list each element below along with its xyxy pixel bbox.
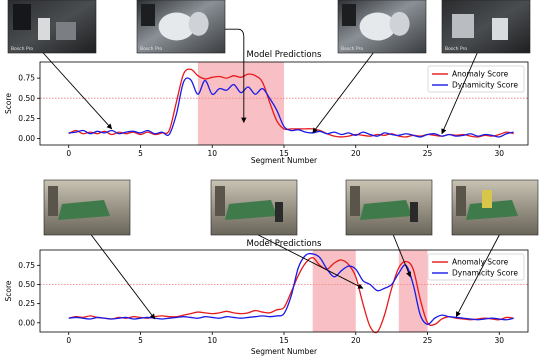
person-shape — [410, 202, 418, 222]
pointer-arrow — [441, 52, 478, 135]
x-tick-label: 15 — [279, 149, 289, 158]
legend-label: Anomaly Score — [452, 258, 509, 267]
person-shape — [38, 18, 50, 40]
bottom-mid-left-frame — [210, 179, 298, 236]
x-tick-label: 10 — [207, 149, 217, 158]
wall-shape — [342, 4, 356, 26]
door-shape — [13, 4, 31, 30]
arrows-layer — [42, 28, 500, 320]
y-tick-label: 0.50 — [18, 280, 35, 289]
legend-label: Anomaly Score — [452, 70, 509, 79]
top-mid-right-frame: Bosch Pro — [337, 0, 427, 54]
table-shape — [56, 22, 76, 40]
pool-table-shape — [360, 200, 412, 220]
legend-label: Dynamicity Score — [452, 81, 518, 90]
series-line-dynamicity-score — [68, 77, 514, 138]
x-tick-label: 5 — [138, 336, 143, 345]
pointer-arrow — [42, 52, 113, 130]
y-tick-label: 0.25 — [18, 299, 35, 308]
wall-shape — [215, 186, 225, 216]
legend-label: Dynamicity Score — [452, 269, 518, 278]
series-line-dynamicity-score — [68, 252, 514, 325]
pointer-arrow — [225, 28, 247, 123]
bright-figure — [158, 12, 195, 41]
pool-table-shape — [225, 200, 277, 220]
bright-figure — [389, 11, 410, 36]
chart-title: Model Predictions — [247, 50, 322, 60]
y-axis-label: Score — [4, 280, 13, 301]
x-tick-label: 20 — [351, 336, 361, 345]
bottom-left-frame — [43, 179, 131, 236]
thumbnail-watermark: Bosch Pro — [341, 46, 363, 52]
y-tick-label: 0.75 — [18, 261, 35, 270]
y-tick-label: 0.50 — [18, 94, 35, 103]
wall-shape — [48, 186, 58, 216]
y-tick-label: 0.00 — [18, 134, 35, 143]
bottom-mid-right-frame — [345, 179, 433, 236]
pointer-arrow — [392, 234, 411, 278]
wall-shape — [141, 4, 155, 26]
thumbnail-layer: Bosch Pro Bosch Pro Bosch Pro Bosch Pro — [7, 0, 539, 236]
pointer-arrow — [258, 234, 364, 289]
anomaly-highlight-region — [398, 250, 428, 332]
person-shape — [275, 202, 283, 222]
thumbnail-watermark: Bosch Pro — [11, 46, 33, 52]
legend: Anomaly Score Dynamicity Score — [427, 65, 525, 93]
top-mid-left-frame: Bosch Pro — [136, 0, 226, 54]
pointer-arrow — [455, 234, 500, 318]
y-tick-label: 0.75 — [18, 74, 35, 83]
legend-box — [427, 65, 525, 93]
pool-table-shape — [466, 200, 518, 220]
x-tick-label: 5 — [138, 149, 143, 158]
chart-title: Model Predictions — [247, 239, 322, 249]
person-shape — [482, 190, 492, 208]
person-shape — [452, 14, 474, 38]
legend: Anomaly Score Dynamicity Score — [427, 253, 525, 281]
x-tick-label: 30 — [495, 336, 505, 345]
x-tick-label: 20 — [351, 149, 361, 158]
thumbnail-watermark: Bosch Pro — [140, 46, 162, 52]
chart-1: 0 5 10 15 20 25 30 0.00 0.25 0.50 0.75 Model Predic… — [4, 239, 529, 356]
top-left-frame: Bosch Pro — [7, 0, 97, 54]
x-tick-label: 25 — [423, 149, 433, 158]
pointer-arrow — [312, 52, 374, 134]
thumbnail-watermark: Bosch Pro — [445, 46, 467, 52]
pointer-arrow — [90, 234, 156, 320]
chart-0: 0 5 10 15 20 25 30 0.00 0.25 0.50 0.75 Model Predic… — [4, 50, 529, 165]
wall-shape — [456, 186, 466, 216]
y-axis-label: Score — [4, 93, 13, 114]
bright-figure — [188, 11, 209, 36]
bright-figure — [359, 12, 396, 41]
x-axis-label: Segment Number — [251, 347, 318, 356]
x-tick-label: 30 — [495, 149, 505, 158]
pool-table-shape — [58, 200, 110, 220]
charts-layer: 0 5 10 15 20 25 30 0.00 0.25 0.50 0.75 Model Predic… — [4, 50, 529, 356]
x-tick-label: 15 — [279, 336, 289, 345]
x-tick-label: 25 — [423, 336, 433, 345]
person-shape — [492, 18, 508, 40]
bottom-right-frame — [451, 179, 539, 236]
x-axis-label: Segment Number — [251, 156, 318, 165]
top-right-frame: Bosch Pro — [441, 0, 531, 54]
x-tick-label: 0 — [66, 336, 71, 345]
y-tick-label: 0.25 — [18, 114, 35, 123]
anomaly-highlight-region — [197, 62, 284, 145]
x-tick-label: 0 — [66, 149, 71, 158]
x-tick-label: 10 — [207, 336, 217, 345]
wall-shape — [350, 186, 360, 216]
y-tick-label: 0.00 — [18, 318, 35, 327]
